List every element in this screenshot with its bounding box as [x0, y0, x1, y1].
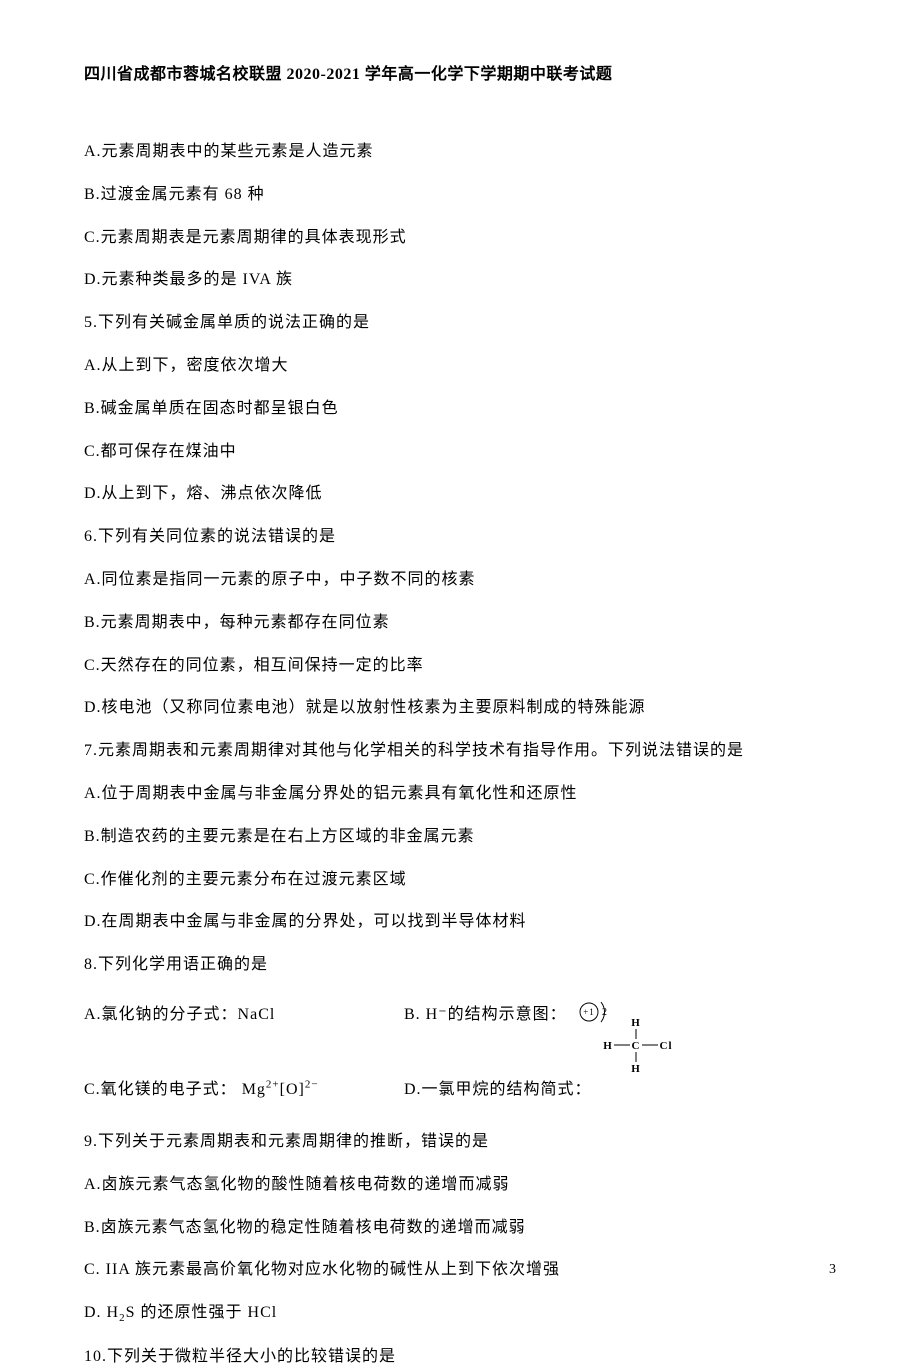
q7-option-a: A.位于周期表中金属与非金属分界处的铝元素具有氧化性和还原性	[84, 780, 836, 809]
page-number: 3	[829, 1262, 836, 1278]
q8-c-formula: Mg2+[O]2−	[242, 1081, 319, 1098]
o-charge: 2−	[305, 1079, 319, 1091]
q6-option-a: A.同位素是指同一元素的原子中，中子数不同的核素	[84, 566, 836, 595]
q8-option-a: A.氯化钠的分子式：NaCl	[84, 1000, 404, 1024]
svg-text:H: H	[631, 1063, 641, 1074]
o-symbol: [O]	[280, 1081, 305, 1098]
q9-option-c: C. IIA 族元素最高价氧化物对应水化物的碱性从上到下依次增强	[84, 1256, 836, 1285]
q10-stem: 10.下列关于微粒半径大小的比较错误的是	[84, 1343, 836, 1372]
svg-text:H: H	[631, 1017, 641, 1029]
q4-option-d: D.元素种类最多的是 IVA 族	[84, 266, 836, 295]
q6-option-c: C.天然存在的同位素，相互间保持一定的比率	[84, 652, 836, 681]
q8-option-b: B. H⁻的结构示意图： +1 2	[404, 994, 611, 1030]
q8-row-ab: A.氯化钠的分子式：NaCl B. H⁻的结构示意图： +1 2	[84, 994, 836, 1030]
q9-d-prefix: D. H	[84, 1304, 119, 1321]
q9-stem: 9.下列关于元素周期表和元素周期律的推断，错误的是	[84, 1128, 836, 1157]
q8-row-cd: C.氧化镁的电子式： Mg2+[O]2− D.一氯甲烷的结构简式： H H C …	[84, 1060, 836, 1114]
q4-option-a: A.元素周期表中的某些元素是人造元素	[84, 138, 836, 167]
q8-c-prefix: C.氧化镁的电子式：	[84, 1081, 237, 1098]
q6-stem: 6.下列有关同位素的说法错误的是	[84, 523, 836, 552]
q5-option-d: D.从上到下，熔、沸点依次降低	[84, 480, 836, 509]
q9-option-b: B.卤族元素气态氢化物的稳定性随着核电荷数的递增而减弱	[84, 1214, 836, 1243]
q8-stem: 8.下列化学用语正确的是	[84, 951, 836, 980]
q5-option-c: C.都可保存在煤油中	[84, 438, 836, 467]
molecule-structure-icon: H H C Cl H	[600, 1060, 670, 1114]
q8-b-text: B. H⁻的结构示意图：	[404, 1000, 567, 1024]
q6-option-d: D.核电池（又称同位素电池）就是以放射性核素为主要原料制成的特殊能源	[84, 694, 836, 723]
svg-text:C: C	[631, 1040, 640, 1052]
q9-option-d: D. H2S 的还原性强于 HCl	[84, 1299, 836, 1329]
q8-option-c: C.氧化镁的电子式： Mg2+[O]2−	[84, 1075, 404, 1099]
q9-d-suffix: S 的还原性强于 HCl	[126, 1304, 278, 1321]
q6-option-b: B.元素周期表中，每种元素都存在同位素	[84, 609, 836, 638]
q7-option-c: C.作催化剂的主要元素分布在过渡元素区域	[84, 866, 836, 895]
q7-option-d: D.在周期表中金属与非金属的分界处，可以找到半导体材料	[84, 908, 836, 937]
q5-option-a: A.从上到下，密度依次增大	[84, 352, 836, 381]
page-header-title: 四川省成都市蓉城名校联盟 2020-2021 学年高一化学下学期期中联考试题	[84, 60, 836, 84]
svg-text:Cl: Cl	[659, 1040, 672, 1052]
mg-symbol: Mg	[242, 1081, 266, 1098]
q5-option-b: B.碱金属单质在固态时都呈银白色	[84, 395, 836, 424]
q5-stem: 5.下列有关碱金属单质的说法正确的是	[84, 309, 836, 338]
q4-option-c: C.元素周期表是元素周期律的具体表现形式	[84, 224, 836, 253]
q9-option-a: A.卤族元素气态氢化物的酸性随着核电荷数的递增而减弱	[84, 1171, 836, 1200]
q8-d-text: D.一氯甲烷的结构简式：	[404, 1075, 592, 1099]
q7-stem: 7.元素周期表和元素周期律对其他与化学相关的科学技术有指导作用。下列说法错误的是	[84, 737, 836, 766]
q4-option-b: B.过渡金属元素有 68 种	[84, 181, 836, 210]
mg-charge: 2+	[266, 1079, 280, 1091]
svg-text:H: H	[603, 1040, 613, 1052]
q8-option-d: D.一氯甲烷的结构简式： H H C Cl H	[404, 1060, 670, 1114]
svg-text:+1: +1	[583, 1007, 595, 1017]
q7-option-b: B.制造农药的主要元素是在右上方区域的非金属元素	[84, 823, 836, 852]
